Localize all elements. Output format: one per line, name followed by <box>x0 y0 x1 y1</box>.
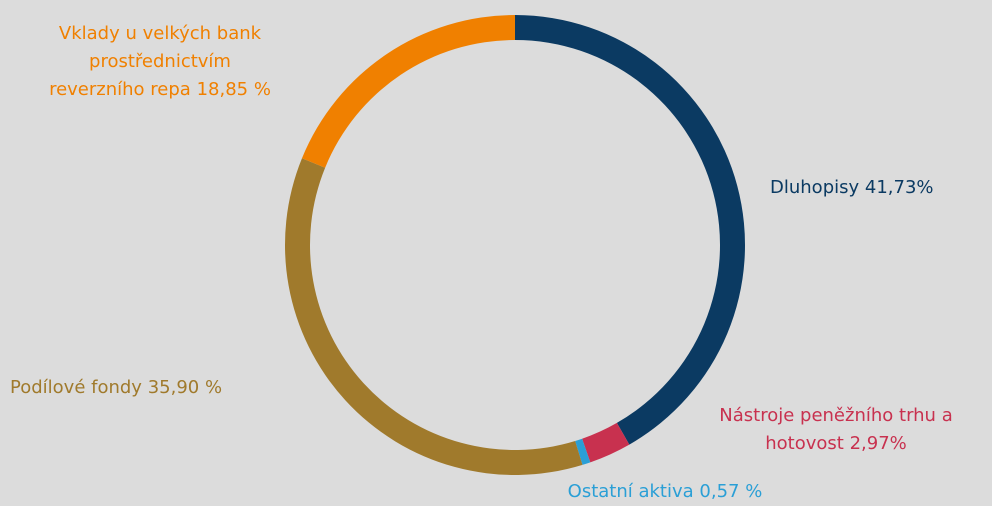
category-name: Nástroje peněžního trhu a hotovost <box>719 405 953 454</box>
slice-label: Ostatní aktiva 0,57 % <box>520 478 810 506</box>
value-label: 18,85 % <box>196 79 271 100</box>
slice-label: Nástroje peněžního trhu a hotovost 2,97% <box>680 402 992 458</box>
donut-segment <box>582 422 630 463</box>
category-name: Vklady u velkých bank prostřednictvím re… <box>49 23 262 100</box>
value-label: 35,90 % <box>147 377 223 398</box>
value-label: 2,97% <box>849 433 907 454</box>
donut-segment <box>285 158 583 475</box>
slice-label: Dluhopisy 41,73% <box>770 174 934 202</box>
donut-segment <box>575 438 591 465</box>
value-label: 0,57 % <box>699 481 763 502</box>
category-name: Podílové fondy <box>10 377 142 398</box>
donut-segment <box>301 15 515 168</box>
category-name: Dluhopisy <box>770 177 860 198</box>
slice-label: Podílové fondy 35,90 % <box>10 374 222 402</box>
donut-segment <box>515 15 745 445</box>
value-label: 41,73% <box>864 177 934 198</box>
category-name: Ostatní aktiva <box>567 481 694 502</box>
slice-label: Vklady u velkých bank prostřednictvím re… <box>10 20 310 104</box>
